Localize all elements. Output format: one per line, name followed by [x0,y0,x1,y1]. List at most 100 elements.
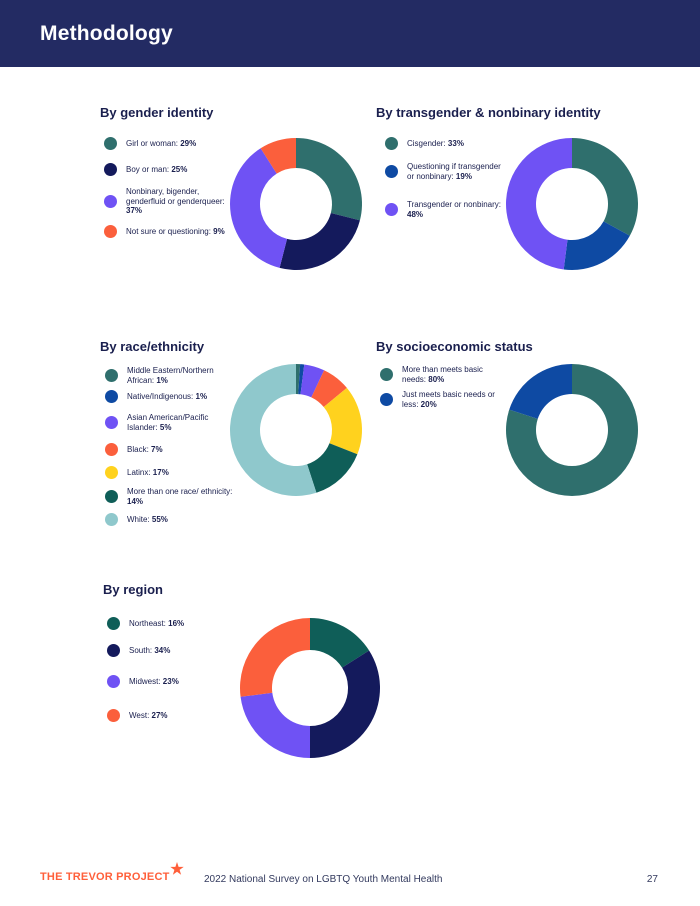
legend-label-text: Transgender or nonbinary: [407,200,501,209]
legend-item-race: Native/Indigenous: 1% [105,390,239,403]
legend-item-race: Middle Eastern/Northern African: 1% [105,366,239,385]
legend-value: 25% [171,164,188,174]
section-title-gender: By gender identity [100,105,214,120]
legend-item-race: Black: 7% [105,443,239,456]
donut-chart-gender [230,138,362,270]
footer-report-title: 2022 National Survey on LGBTQ Youth Ment… [204,874,443,885]
legend-value: 16% [168,618,185,628]
legend-swatch [107,617,120,630]
legend-label: Just meets basic needs or less: 20% [402,390,502,409]
legend-value: 27% [151,710,168,720]
donut-slice-gender-2 [230,148,288,268]
legend-label: Girl or woman: 29% [126,139,236,149]
legend-item-gender: Nonbinary, bigender, genderfluid or gend… [104,187,236,216]
donut-chart-race [230,364,362,496]
legend-item-ses: Just meets basic needs or less: 20% [380,390,502,409]
legend-swatch [105,466,118,479]
legend-label: Nonbinary, bigender, genderfluid or gend… [126,187,236,216]
trevor-project-logo: THE TREVOR PROJECT [40,871,170,883]
donut-slice-gender-1 [279,212,360,270]
section-title-race: By race/ethnicity [100,339,205,354]
legend-label: Midwest: 23% [129,677,249,687]
legend-label-text: Cisgender: [407,138,448,148]
legend-value: 48% [407,209,424,219]
legend-value: 33% [447,138,464,148]
legend-label: South: 34% [129,646,249,656]
legend-item-trans: Questioning if transgender or nonbinary:… [385,162,507,181]
legend-label-text: Middle Eastern/Northern African: [127,366,214,385]
legend-item-trans: Cisgender: 33% [385,137,507,150]
donut-slice-race-0 [296,364,301,395]
legend-label: Cisgender: 33% [407,139,507,149]
donut-chart-region [240,618,380,758]
legend-label-text: Midwest: [129,676,163,686]
section-title-ses: By socioeconomic status [376,339,533,354]
legend-label-text: Northeast: [129,618,169,628]
legend-value: 1% [195,391,208,401]
donut-slice-race-2 [300,364,325,398]
legend-swatch [105,390,118,403]
legend-label-text: Native/Indigenous: [127,391,196,401]
section-title-trans: By transgender & nonbinary identity [376,105,601,120]
legend-label-text: Girl or woman: [126,138,181,148]
legend-value: 23% [162,676,179,686]
donut-slice-trans-1 [563,221,630,270]
legend-label-text: South: [129,645,155,655]
legend-swatch [380,368,393,381]
legend-item-region: South: 34% [107,644,249,657]
donut-slice-gender-0 [296,138,362,221]
legend-value: 19% [455,171,472,181]
legend-swatch [104,194,117,208]
legend-label-text: Just meets basic needs or less: [402,390,495,409]
legend-swatch [380,393,393,406]
legend-swatch [107,675,120,688]
legend-value: 37% [126,206,143,215]
donut-slice-race-1 [298,364,305,395]
legend-label-text: Boy or man: [126,164,172,174]
donut-slice-race-5 [307,443,358,493]
donut-slice-trans-2 [505,138,572,270]
legend-label: Black: 7% [127,445,239,455]
legend-swatch [385,203,398,216]
legend-item-region: Northeast: 16% [107,617,249,630]
legend-item-race: White: 55% [105,513,239,526]
legend-item-region: West: 27% [107,709,249,722]
donut-slice-ses-1 [509,364,572,419]
legend-label: Asian American/Pacific Islander: 5% [127,413,239,432]
page-number: 27 [646,874,658,885]
legend-label-text: More than one race/ ethnicity: [127,487,233,496]
donut-slice-race-6 [230,364,317,496]
donut-slice-trans-0 [572,138,638,236]
donut-chart-trans [505,138,638,270]
legend-label-text: White: [127,514,152,524]
legend-label: Middle Eastern/Northern African: 1% [127,366,239,385]
donut-slice-region-1 [310,650,380,758]
donut-slice-region-3 [240,618,310,697]
legend-value: 9% [213,226,225,236]
legend-swatch [104,137,117,150]
legend-label: White: 55% [127,515,239,525]
legend-value: 7% [151,444,163,454]
legend-item-region: Midwest: 23% [107,675,249,688]
legend-swatch [107,644,120,657]
legend-item-trans: Transgender or nonbinary: 48% [385,200,507,219]
legend-label: More than one race/ ethnicity: 14% [127,487,239,506]
legend-value: 14% [127,496,144,506]
legend-value: 17% [152,467,169,477]
page-footer: THE TREVOR PROJECT 2022 National Survey … [0,862,700,892]
legend-label-text: Black: [127,444,152,454]
legend-value: 20% [420,399,437,409]
section-title-region: By region [103,582,163,597]
star-icon [170,862,184,875]
page-title: Methodology [40,22,173,45]
legend-swatch [105,416,118,429]
legend-item-gender: Girl or woman: 29% [104,137,236,150]
legend-swatch [105,443,118,456]
legend-label: More than meets basic needs: 80% [402,365,502,384]
donut-slice-region-2 [240,692,310,758]
legend-value: 34% [154,645,171,655]
donut-chart-ses [506,364,638,496]
legend-swatch [104,163,117,176]
donut-slice-gender-3 [260,138,296,174]
legend-item-ses: More than meets basic needs: 80% [380,365,502,384]
